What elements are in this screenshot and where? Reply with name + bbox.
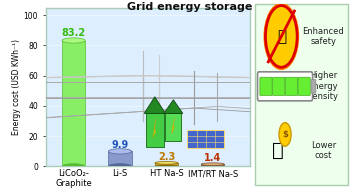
- FancyBboxPatch shape: [298, 77, 310, 95]
- Bar: [187, 130, 225, 148]
- Polygon shape: [153, 118, 156, 138]
- FancyBboxPatch shape: [311, 80, 316, 93]
- Bar: [165, 113, 181, 141]
- Text: 1.4: 1.4: [204, 153, 221, 163]
- Ellipse shape: [201, 165, 225, 168]
- Bar: [155, 163, 178, 166]
- Bar: [62, 40, 85, 166]
- Ellipse shape: [108, 164, 132, 169]
- Ellipse shape: [201, 163, 225, 166]
- Ellipse shape: [155, 161, 178, 164]
- Text: 9.9: 9.9: [111, 140, 128, 150]
- FancyBboxPatch shape: [272, 77, 285, 95]
- Text: Higher
energy
density: Higher energy density: [308, 71, 339, 101]
- Text: 2.3: 2.3: [158, 152, 175, 162]
- Ellipse shape: [62, 38, 85, 43]
- Circle shape: [265, 4, 298, 69]
- Y-axis label: Energy cost (USD KWh⁻¹): Energy cost (USD KWh⁻¹): [12, 39, 21, 135]
- Ellipse shape: [108, 149, 132, 154]
- Text: Enhanced
safety: Enhanced safety: [302, 27, 344, 46]
- Text: Lower
cost: Lower cost: [311, 141, 336, 160]
- Bar: [108, 151, 132, 166]
- FancyBboxPatch shape: [285, 77, 297, 95]
- Circle shape: [279, 123, 291, 146]
- Polygon shape: [171, 118, 175, 134]
- FancyBboxPatch shape: [260, 77, 272, 95]
- Text: Grid energy storage: Grid energy storage: [127, 2, 252, 12]
- FancyBboxPatch shape: [258, 72, 313, 101]
- Text: 🔥: 🔥: [277, 29, 286, 44]
- Ellipse shape: [62, 164, 85, 169]
- Polygon shape: [164, 100, 183, 113]
- Bar: [146, 113, 164, 147]
- FancyBboxPatch shape: [255, 4, 348, 185]
- Ellipse shape: [155, 165, 178, 168]
- Polygon shape: [144, 97, 165, 113]
- Text: 83.2: 83.2: [62, 28, 86, 38]
- Text: $: $: [282, 130, 288, 139]
- Text: 🐷: 🐷: [272, 141, 283, 160]
- Bar: [201, 164, 225, 166]
